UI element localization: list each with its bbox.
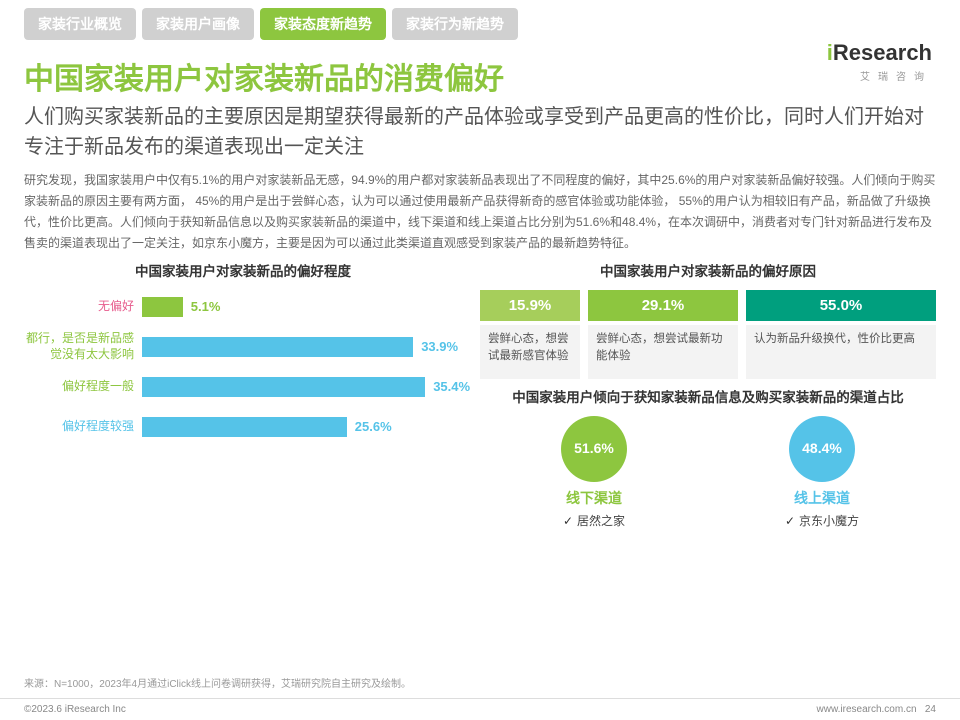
reasons-chart: 中国家装用户对家装新品的偏好原因 15.9%尝鲜心态，想尝试最新感官体验29.1… xyxy=(480,260,936,379)
footer: ©2023.6 iResearch Inc www.iresearch.com.… xyxy=(0,698,960,720)
reason-item: 29.1%尝鲜心态，想尝试最新功能体验 xyxy=(588,290,738,379)
page-title: 中国家装用户对家装新品的消费偏好 xyxy=(0,40,960,102)
bar-row: 偏好程度一般35.4% xyxy=(24,374,462,400)
page-subtitle: 人们购买家装新品的主要原因是期望获得最新的产品体验或享受到产品更高的性价比，同时… xyxy=(0,102,960,162)
channel-item: 48.4%线上渠道✓京东小魔方 xyxy=(737,416,907,529)
tab[interactable]: 家装行为新趋势 xyxy=(392,8,518,40)
reason-item: 15.9%尝鲜心态，想尝试最新感官体验 xyxy=(480,290,580,379)
bar-chart: 中国家装用户对家装新品的偏好程度 无偏好5.1%都行，是否是新品感觉没有太大影响… xyxy=(24,258,462,529)
tab[interactable]: 家装用户画像 xyxy=(142,8,254,40)
bar-row: 偏好程度较强25.6% xyxy=(24,414,462,440)
bar-row: 无偏好5.1% xyxy=(24,294,462,320)
brand-logo: iResearch 艾瑞咨询 xyxy=(827,40,932,83)
tab[interactable]: 家装态度新趋势 xyxy=(260,8,386,40)
bar-row: 都行，是否是新品感觉没有太大影响33.9% xyxy=(24,334,462,360)
tab[interactable]: 家装行业概览 xyxy=(24,8,136,40)
channel-item: 51.6%线下渠道✓居然之家 xyxy=(509,416,679,529)
reason-item: 55.0%认为新品升级换代，性价比更高 xyxy=(746,290,936,379)
tabs-nav: 家装行业概览家装用户画像家装态度新趋势家装行为新趋势 xyxy=(0,0,960,40)
channels-chart: 中国家装用户倾向于获知家装新品信息及购买家装新品的渠道占比 51.6%线下渠道✓… xyxy=(480,389,936,529)
source-note: 来源：N=1000，2023年4月通过iClick线上问卷调研获得，艾瑞研究院自… xyxy=(24,675,411,690)
body-paragraph: 研究发现，我国家装用户中仅有5.1%的用户对家装新品无感，94.9%的用户都对家… xyxy=(0,162,960,258)
